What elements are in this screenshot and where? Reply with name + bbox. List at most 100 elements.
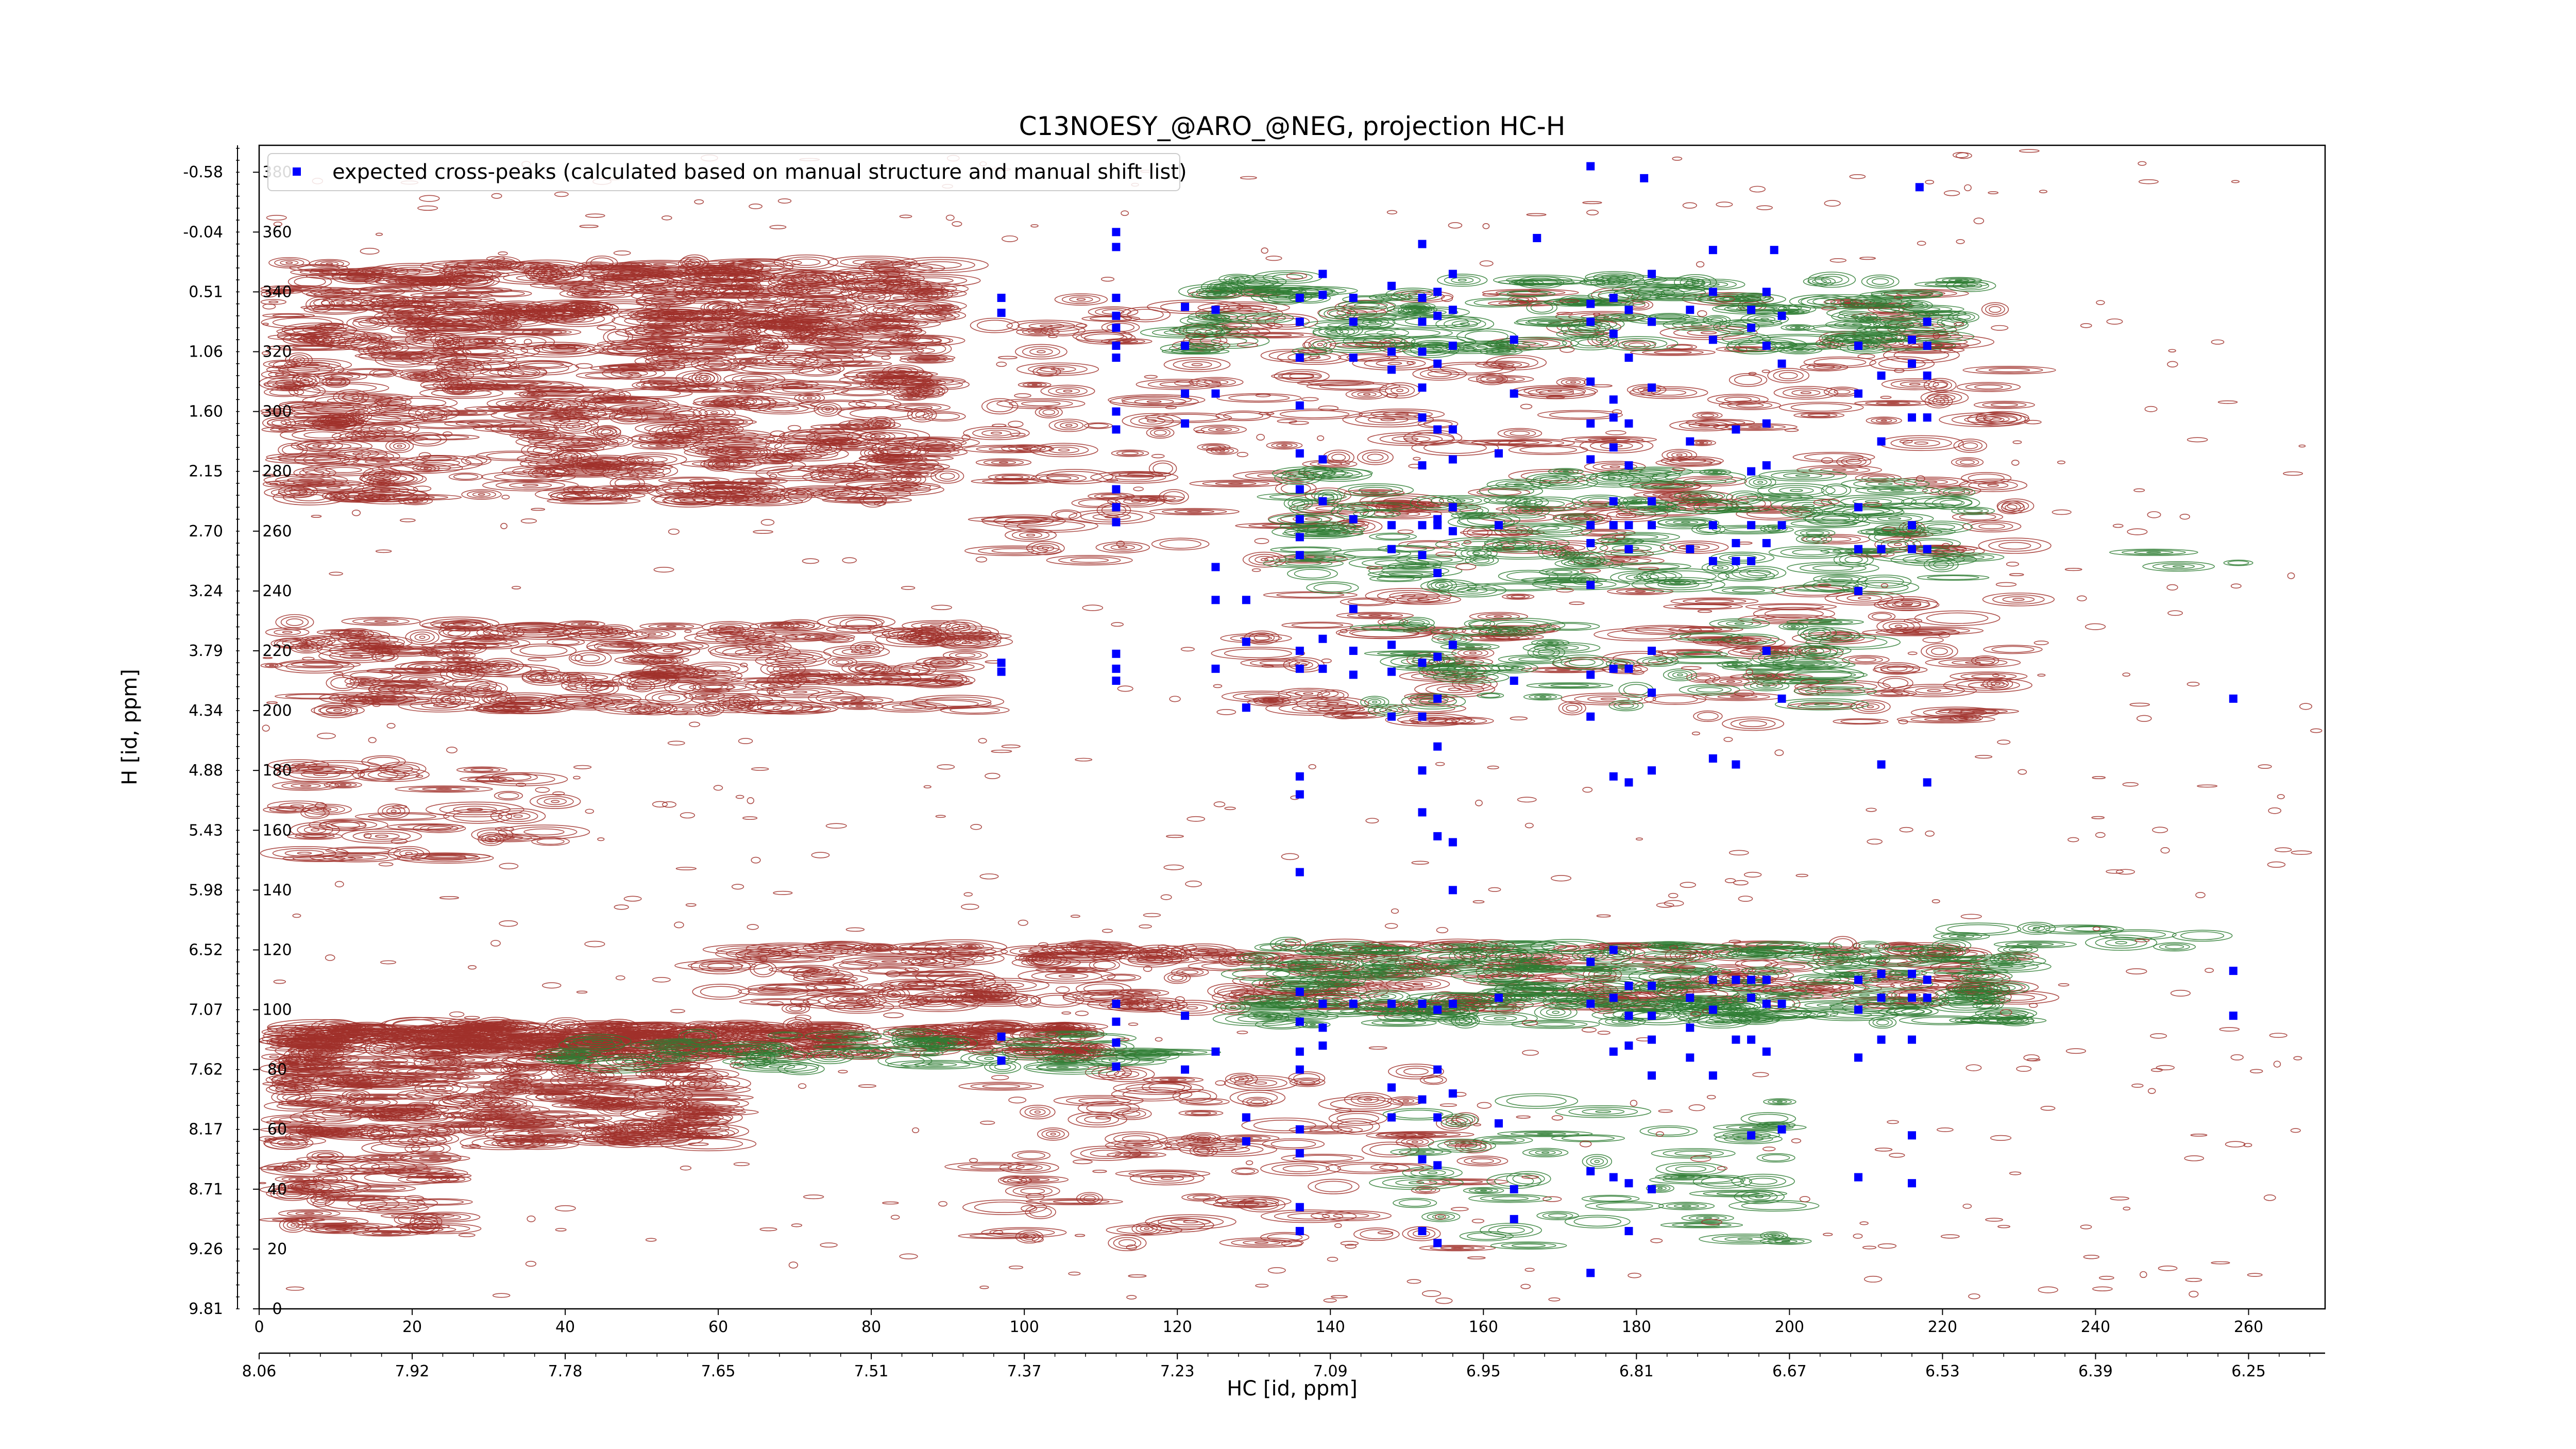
contour-line [603,277,666,288]
contour-line [372,301,435,307]
contour-line [568,302,588,312]
contour-line [886,402,951,412]
contour-line [543,316,579,323]
contour-line [445,294,459,296]
contour-line [315,323,349,330]
contour-line [292,346,333,349]
contour-line [702,377,708,380]
contour-line [783,256,830,268]
contour-line [615,279,654,287]
contour-line [286,618,303,626]
contour-line [781,689,820,695]
contour-line [385,427,395,431]
contour-line [406,278,464,285]
contour-line [645,313,736,320]
contour-line [657,310,693,317]
contour-line [315,260,344,267]
contour-line [614,262,647,267]
contour-line [486,309,526,318]
contour-line [819,489,835,492]
contour-line [696,292,785,299]
contour-line [757,319,851,331]
contour-line [453,474,479,480]
contour-line [1065,969,1078,971]
contour-line [500,330,541,334]
contour-line [318,271,331,274]
contour-line [549,270,560,273]
contour-line [755,344,823,355]
contour-line [852,280,888,291]
contour-line [719,421,731,423]
contour-line [865,342,927,351]
contour-line [382,477,392,480]
contour-line [552,639,580,645]
contour-line [825,329,858,334]
contour-line [468,304,561,315]
contour-line [817,338,858,345]
contour-line [613,486,649,490]
contour-line [744,360,753,362]
contour-line [310,339,316,341]
contour-line [417,678,428,681]
contour-line [389,441,410,451]
contour-line [377,316,422,326]
contour-line [805,277,815,280]
contour-line [737,291,794,306]
contour-line [883,328,908,333]
contour-line [550,346,579,351]
contour-line [803,297,848,306]
contour-line [805,327,878,336]
contour-line [279,345,345,350]
contour-line [745,293,786,304]
contour-line [736,327,758,335]
contour-line [794,295,856,308]
contour-line [888,279,921,287]
contour-line [575,306,581,309]
contour-line [1894,992,1921,998]
contour-line [421,666,431,669]
contour-line [709,326,718,328]
contour-line [352,277,370,281]
contour-line [395,277,474,286]
contour-line [529,308,595,321]
contour-line [783,322,825,328]
contour-line [849,704,871,708]
contour-line [422,409,446,417]
contour-line [620,263,640,267]
contour-line [414,633,430,641]
contour-line [495,323,512,328]
contour-line [309,259,350,268]
contour-line [567,486,590,493]
contour-line [608,262,652,268]
contour-line [341,299,374,307]
contour-line [577,623,586,625]
contour-line [968,945,973,948]
contour-line [524,264,585,278]
contour-line [858,430,919,442]
contour-line [657,624,686,629]
contour-line [458,672,466,676]
contour-line [590,275,679,290]
contour-line [648,444,673,448]
contour-line [481,263,524,268]
contour-line [809,336,866,346]
contour-line [825,339,851,344]
contour-line [702,324,725,329]
contour-line [419,635,426,639]
contour-line [290,268,360,276]
contour-line [825,408,831,411]
contour-line [436,359,492,376]
contour-line [743,316,769,322]
contour-line [868,450,881,456]
contour-line [658,435,704,448]
contour-line [665,271,725,282]
contour-line [659,333,687,337]
contour-line [772,345,778,347]
contour-line [364,459,402,464]
contour-line [800,339,806,341]
contour-line [447,411,478,415]
contour-line [1107,974,1136,981]
contour-line [769,344,782,348]
contour-line [456,412,468,414]
